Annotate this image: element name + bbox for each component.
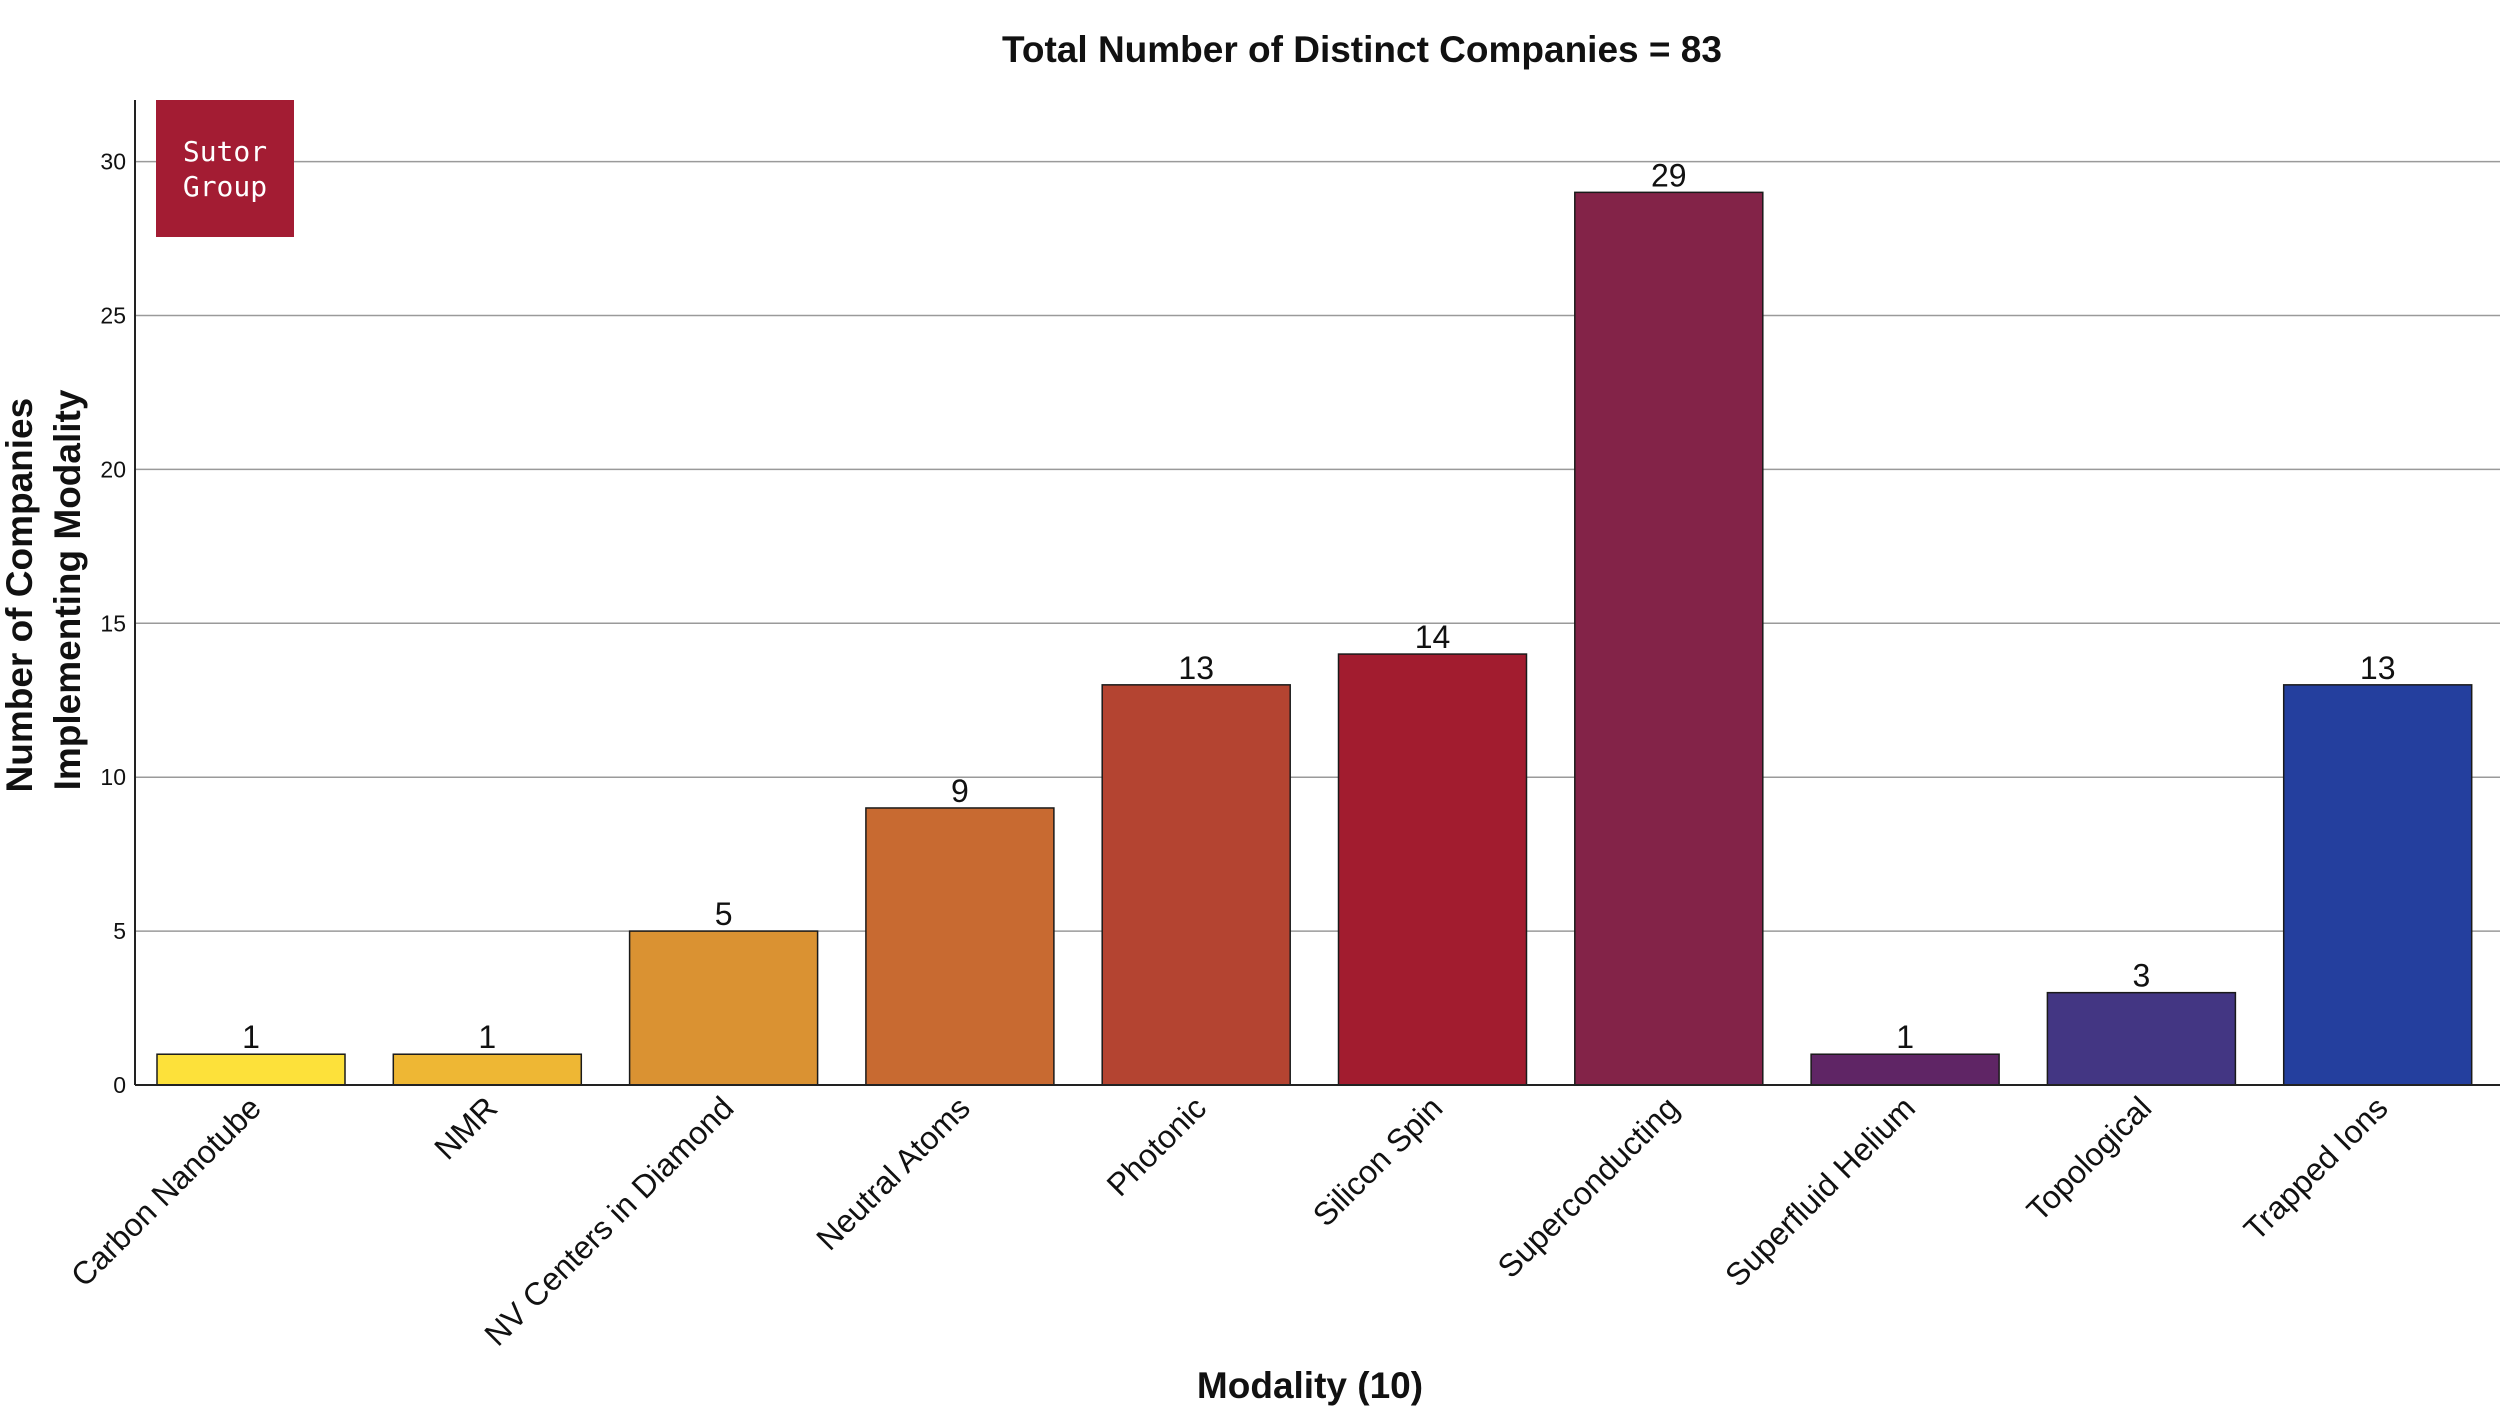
x-tick-label: Topological — [2020, 1089, 2159, 1228]
x-tick-label: Trapped Ions — [2237, 1089, 2395, 1247]
bar — [156, 1053, 346, 1086]
x-tick-label: Superfluid Helium — [1718, 1089, 1922, 1293]
y-axis-title-line-2: Implementing Modality — [47, 389, 88, 790]
y-tick-label: 30 — [100, 149, 126, 175]
bar — [628, 930, 819, 1086]
y-tick-label: 20 — [100, 456, 126, 482]
data-label: 29 — [1651, 157, 1687, 193]
data-label: 5 — [715, 896, 733, 932]
x-tick-label: Superconducting — [1490, 1089, 1685, 1284]
sutor-group-logo: Sutor Group — [156, 100, 294, 237]
y-tick-label: 5 — [113, 918, 126, 944]
logo-background — [156, 100, 294, 237]
data-label: 1 — [478, 1019, 496, 1055]
logo-line-2: Group — [183, 170, 267, 203]
x-tick-label: Photonic — [1100, 1089, 1214, 1203]
data-label: 14 — [1415, 619, 1451, 655]
y-axis-title-line-1: Number of Companies — [0, 398, 40, 793]
bar — [1574, 191, 1764, 1086]
data-label: 1 — [1896, 1019, 1914, 1055]
x-tick-label: NV Centers in Diamond — [477, 1089, 740, 1352]
bar — [1101, 684, 1291, 1086]
data-label: 3 — [2133, 958, 2151, 994]
data-label: 13 — [2360, 650, 2396, 686]
bars — [156, 191, 2473, 1086]
y-tick-label: 15 — [100, 610, 126, 636]
data-label: 13 — [1178, 650, 1214, 686]
bar — [865, 807, 1055, 1086]
x-tick-label: NMR — [427, 1089, 504, 1166]
bar — [1337, 653, 1528, 1086]
bar — [1810, 1053, 2000, 1086]
x-tick-label: Neutral Atoms — [809, 1089, 977, 1257]
y-tick-label: 0 — [113, 1072, 126, 1098]
bar — [2282, 684, 2473, 1086]
data-label: 1 — [242, 1019, 260, 1055]
x-tick-label: Silicon Spin — [1306, 1089, 1450, 1233]
gridlines — [135, 160, 2500, 932]
x-tick-label: Carbon Nanotube — [64, 1089, 268, 1293]
y-tick-label: 10 — [100, 764, 126, 790]
x-axis-title: Modality (10) — [1197, 1365, 1423, 1406]
data-label: 9 — [951, 773, 969, 809]
logo-line-1: Sutor — [183, 135, 267, 168]
bar — [2046, 991, 2237, 1086]
y-axis-title: Number of Companies Implementing Modalit… — [0, 388, 88, 793]
bar — [392, 1053, 583, 1086]
y-tick-label: 25 — [100, 302, 126, 328]
chart-title: Total Number of Distinct Companies = 83 — [1002, 29, 1722, 70]
axes — [134, 100, 2500, 1086]
